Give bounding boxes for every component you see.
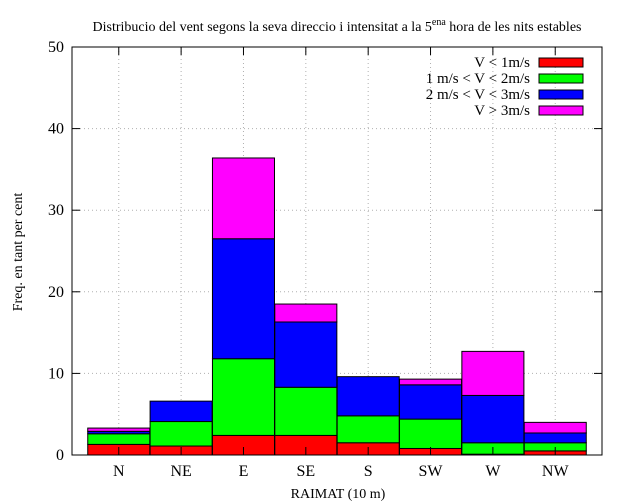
legend: V < 1m/s1 m/s < V < 2m/s2 m/s < V < 3m/s… — [426, 55, 584, 119]
bar-segment — [461, 350, 525, 396]
y-tick-label: 50 — [48, 39, 64, 56]
legend-swatch — [538, 105, 584, 116]
x-tick-label: N — [113, 463, 125, 480]
bar-segment — [87, 433, 151, 445]
bar-segment — [336, 376, 400, 417]
y-tick-label: 40 — [48, 121, 64, 138]
bar-segment — [523, 432, 587, 444]
bar-segment — [399, 378, 463, 386]
chart-title: Distribucio del vent segons la seva dire… — [93, 17, 582, 35]
x-axis-label: RAIMAT (10 m) — [291, 487, 386, 502]
y-tick-label: 20 — [48, 284, 64, 301]
legend-swatch — [538, 57, 584, 68]
axes: 0 10 20 30 40 50 N NE E SE S SW W NW — [48, 39, 602, 480]
x-tick-label: SE — [296, 463, 315, 480]
x-tick-label: E — [239, 463, 249, 480]
bar-segment — [149, 421, 213, 447]
y-axis-label: Freq. en tant per cent — [11, 193, 26, 312]
x-tick-label: NW — [542, 463, 570, 480]
bar-segment — [399, 418, 463, 449]
bar-segment — [461, 394, 525, 444]
legend-label: 1 m/s < V < 2m/s — [426, 71, 530, 87]
bar-segment — [274, 321, 338, 388]
bar-segment — [211, 238, 275, 360]
y-tick-label: 10 — [48, 365, 64, 382]
legend-label: V < 1m/s — [474, 55, 530, 71]
legend-swatch — [538, 89, 584, 100]
y-tick-label: 0 — [56, 447, 64, 464]
x-tick-label: SW — [419, 463, 444, 480]
bar-segment — [87, 427, 151, 432]
bar-segment — [336, 415, 400, 444]
bar-segment — [523, 421, 587, 434]
legend-swatch — [538, 73, 584, 84]
x-tick-label: S — [364, 463, 373, 480]
bar-segment — [274, 303, 338, 323]
legend-label: 2 m/s < V < 3m/s — [426, 87, 530, 103]
bar-segment — [211, 358, 275, 436]
x-tick-label: W — [485, 463, 501, 480]
legend-label: V > 3m/s — [474, 103, 530, 119]
x-tick-label: NE — [170, 463, 191, 480]
bar-segment — [149, 400, 213, 423]
bar-segment — [399, 384, 463, 420]
bar-segment — [211, 157, 275, 240]
y-tick-label: 30 — [48, 202, 64, 219]
plot-frame — [71, 46, 603, 456]
bars — [87, 157, 587, 456]
bar-segment — [274, 386, 338, 436]
